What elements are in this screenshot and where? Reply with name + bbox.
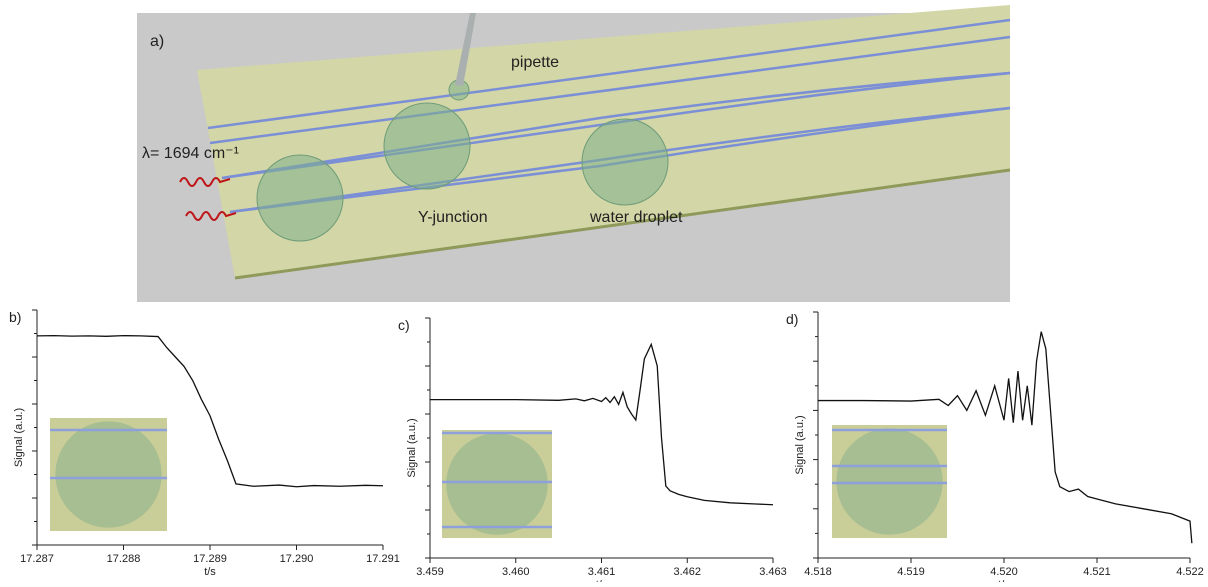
slab-edge <box>234 168 1011 280</box>
annotation: pipette <box>511 54 559 71</box>
panel-a-illustration: a) pipette λ= 1694 cm⁻¹ Y-junction water… <box>137 5 1011 302</box>
x-tick-label: 17.290 <box>280 553 314 565</box>
x-tick-label: 3.461 <box>588 566 616 578</box>
y-axis-label: Signal (a.u.) <box>13 408 25 467</box>
x-axis-label: t/s <box>204 566 216 578</box>
y-axis-label: Signal (a.u.) <box>794 415 806 474</box>
signal-line <box>818 331 1193 544</box>
panel-label: c) <box>398 317 410 333</box>
x-tick-label: 3.462 <box>673 566 701 578</box>
y-axis-label: Signal (a.u.) <box>406 418 418 477</box>
inset-droplet <box>55 421 162 528</box>
waveguides <box>207 18 1011 214</box>
signal-line <box>36 334 384 488</box>
x-tick-label: 17.288 <box>107 553 141 565</box>
x-tick-label: 4.519 <box>897 566 925 578</box>
x-tick-label: 3.463 <box>759 566 787 578</box>
x-tick-label: 4.521 <box>1083 566 1111 578</box>
x-tick-label: 17.289 <box>193 553 227 565</box>
x-tick-label: 17.287 <box>20 553 54 565</box>
panel-label: d) <box>786 311 798 327</box>
panel-label: a) <box>150 33 164 50</box>
x-tick-label: 4.518 <box>804 566 832 578</box>
inset-droplet <box>446 433 548 535</box>
x-tick-label: 4.520 <box>990 566 1018 578</box>
ir-beams <box>179 177 237 221</box>
x-tick-label: 17.291 <box>366 553 400 565</box>
annotation: water droplet <box>589 209 683 226</box>
x-tick-label: 3.459 <box>416 566 444 578</box>
inset-droplet <box>836 428 943 535</box>
x-tick-label: 4.522 <box>1176 566 1204 578</box>
x-tick-label: 3.460 <box>502 566 530 578</box>
signal-line <box>430 342 774 506</box>
panel-label: b) <box>9 309 21 325</box>
pipette-tip <box>455 13 476 86</box>
annotation: λ= 1694 cm⁻¹ <box>142 145 239 162</box>
annotation: Y-junction <box>418 209 488 226</box>
